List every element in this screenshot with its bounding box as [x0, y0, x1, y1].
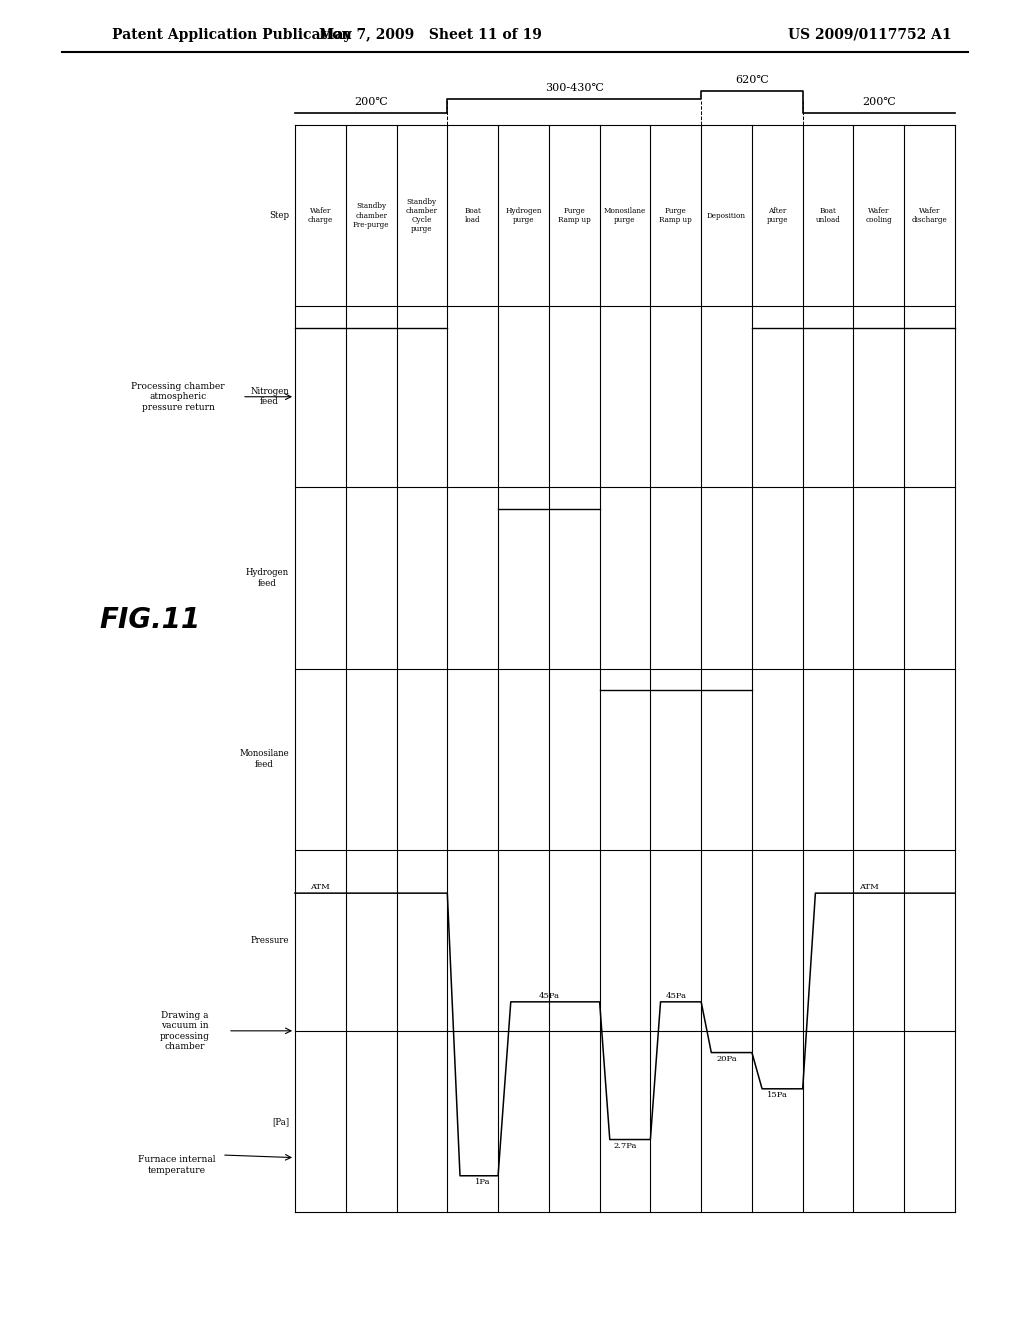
Text: Hydrogen
purge: Hydrogen purge — [505, 207, 542, 224]
Text: Hydrogen
feed: Hydrogen feed — [246, 568, 289, 587]
Text: Drawing a
vacuum in
processing
chamber: Drawing a vacuum in processing chamber — [160, 1011, 210, 1051]
Text: Purge
Ramp up: Purge Ramp up — [659, 207, 692, 224]
Text: 45Pa: 45Pa — [666, 991, 686, 999]
Text: Monosilane
purge: Monosilane purge — [604, 207, 646, 224]
Text: 300-430℃: 300-430℃ — [545, 83, 604, 92]
Text: 20Pa: 20Pa — [716, 1055, 737, 1063]
Text: Patent Application Publication: Patent Application Publication — [112, 28, 351, 42]
Text: Boat
unload: Boat unload — [816, 207, 841, 224]
Text: 15Pa: 15Pa — [767, 1090, 787, 1098]
Text: ATM: ATM — [310, 883, 331, 891]
Text: 200℃: 200℃ — [354, 96, 388, 107]
Text: Wafer
discharge: Wafer discharge — [911, 207, 947, 224]
Text: Purge
Ramp up: Purge Ramp up — [558, 207, 591, 224]
Text: Wafer
cooling: Wafer cooling — [865, 207, 892, 224]
Text: 2.7Pa: 2.7Pa — [613, 1142, 637, 1150]
Text: Pressure: Pressure — [251, 936, 289, 945]
Text: FIG.11: FIG.11 — [99, 606, 201, 634]
Text: Standby
chamber
Pre-purge: Standby chamber Pre-purge — [353, 202, 389, 228]
Text: Nitrogen
feed: Nitrogen feed — [250, 387, 289, 407]
Text: [Pa]: [Pa] — [272, 1117, 289, 1126]
Text: 200℃: 200℃ — [862, 96, 896, 107]
Text: US 2009/0117752 A1: US 2009/0117752 A1 — [788, 28, 952, 42]
Text: Processing chamber
atmospheric
pressure return: Processing chamber atmospheric pressure … — [131, 381, 225, 412]
Text: Monosilane
feed: Monosilane feed — [240, 750, 289, 768]
Text: May 7, 2009   Sheet 11 of 19: May 7, 2009 Sheet 11 of 19 — [318, 28, 542, 42]
Text: Furnace internal
temperature: Furnace internal temperature — [137, 1155, 215, 1175]
Text: Standby
chamber
Cycle
purge: Standby chamber Cycle purge — [406, 198, 438, 234]
Text: After
purge: After purge — [767, 207, 788, 224]
Text: Wafer
charge: Wafer charge — [308, 207, 333, 224]
Text: Deposition: Deposition — [707, 211, 746, 219]
Text: Boat
load: Boat load — [464, 207, 481, 224]
Text: 1Pa: 1Pa — [475, 1177, 490, 1185]
Text: 45Pa: 45Pa — [539, 991, 559, 999]
Text: 620℃: 620℃ — [735, 75, 769, 84]
Text: ATM: ATM — [859, 883, 879, 891]
Text: Step: Step — [269, 211, 289, 220]
